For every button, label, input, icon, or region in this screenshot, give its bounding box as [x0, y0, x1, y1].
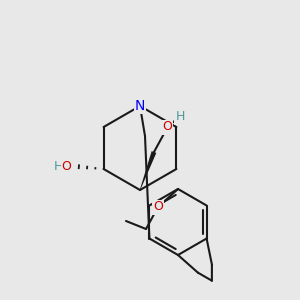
Text: N: N: [135, 99, 145, 113]
Text: O: O: [62, 160, 72, 172]
Text: H: H: [54, 160, 63, 172]
Text: O: O: [162, 121, 172, 134]
Polygon shape: [140, 151, 156, 190]
Text: H: H: [175, 110, 185, 124]
Text: O: O: [153, 200, 163, 214]
